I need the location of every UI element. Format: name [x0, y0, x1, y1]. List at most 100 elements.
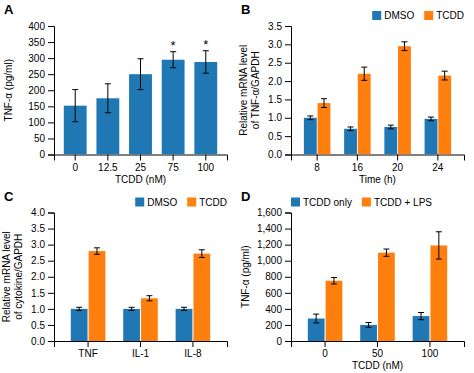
- y-tick: 1,200: [257, 239, 291, 250]
- axis-domain: [285, 27, 292, 156]
- error-bar: [307, 116, 313, 120]
- tick-label: 12.5: [98, 162, 118, 173]
- panel: 02004006008001,0001,2001,4001,600050100T…: [240, 189, 465, 372]
- tick-label: 1,600: [257, 207, 282, 218]
- y-tick: 300: [28, 53, 54, 64]
- axis-domain: [55, 155, 228, 161]
- tick-label: 100: [197, 162, 214, 173]
- legend: DMSOTCDD: [372, 10, 464, 21]
- tick-label: 0.0: [31, 336, 45, 347]
- y-axis: 02004006008001,0001,2001,4001,600: [257, 207, 292, 347]
- bar: [141, 298, 158, 341]
- tick-mark: [285, 293, 291, 294]
- error-bar: [388, 125, 394, 129]
- panel: 050100150200250300350400012.52575100**TC…: [3, 2, 228, 185]
- y-axis: 0.00.51.01.52.02.53.03.54.0: [31, 207, 54, 347]
- tick-mark: [285, 155, 291, 156]
- legend-item: TCDD: [424, 10, 464, 21]
- x-axis-title: TCDD (nM): [115, 174, 166, 185]
- tick-label: 100: [422, 348, 439, 359]
- bar: [358, 74, 371, 155]
- y-tick: 0: [39, 149, 54, 160]
- tick-label: 200: [265, 320, 282, 331]
- y-tick: 1,400: [257, 223, 291, 234]
- tick-mark: [140, 341, 141, 347]
- y-tick: 400: [265, 304, 291, 315]
- tick-mark: [317, 155, 318, 161]
- y-tick: 1.5: [31, 288, 54, 299]
- tick-label: 50: [34, 133, 46, 144]
- y-tick: 1.0: [268, 112, 291, 123]
- error-bar: [348, 127, 354, 131]
- tick-mark: [48, 309, 54, 310]
- bar: [326, 281, 343, 341]
- tick-label: 1,000: [257, 255, 282, 266]
- y-tick: 1.5: [268, 94, 291, 105]
- bar: [89, 251, 106, 341]
- error-bar: [203, 51, 209, 73]
- error-bar: [428, 117, 434, 121]
- tick-mark: [48, 341, 54, 342]
- bar: [378, 253, 395, 341]
- bar: [123, 309, 140, 341]
- bar: [162, 60, 185, 155]
- bar: [71, 309, 88, 341]
- tick-mark: [285, 99, 291, 100]
- bar: [438, 76, 451, 155]
- y-tick: 200: [265, 320, 291, 331]
- tick-label: 1,200: [257, 239, 282, 250]
- error-bar: [199, 250, 205, 258]
- error-bar: [129, 307, 135, 310]
- y-tick: 0: [276, 336, 291, 347]
- bar: [318, 103, 331, 154]
- tick-label: 1.5: [31, 288, 45, 299]
- plot-area: [308, 232, 447, 341]
- tick-label: 0.5: [31, 320, 45, 331]
- panel: 0.00.51.01.52.02.53.03.54.0TNFIL-1IL-8Re…: [1, 189, 228, 360]
- tick-label: 0: [72, 162, 78, 173]
- error-bar: [313, 314, 319, 323]
- x-tick: TNF: [78, 341, 97, 359]
- error-bar: [418, 312, 424, 319]
- axis-domain: [292, 155, 465, 161]
- legend-item: TCDD: [187, 197, 227, 208]
- tick-mark: [48, 26, 54, 27]
- x-tick: 0: [322, 341, 328, 359]
- bar: [384, 127, 397, 155]
- tick-label: 50: [372, 348, 384, 359]
- y-tick: 0.5: [268, 131, 291, 142]
- bar-series: [318, 42, 452, 155]
- tick-label: 350: [28, 37, 45, 48]
- tick-mark: [205, 155, 206, 161]
- y-axis-title: Relative mRNA levelof cytokine/GAPDH: [1, 231, 24, 322]
- error-bar: [181, 307, 187, 310]
- tick-mark: [107, 155, 108, 161]
- tick-mark: [377, 341, 378, 347]
- error-bar: [138, 59, 144, 90]
- y-tick: 0.0: [31, 336, 54, 347]
- x-axis: TNFIL-1IL-8: [55, 341, 228, 359]
- error-bar: [442, 71, 448, 80]
- axis-domain: [285, 213, 292, 342]
- error-bar: [72, 90, 78, 122]
- y-tick: 3.5: [31, 223, 54, 234]
- tick-label: IL-1: [132, 348, 150, 359]
- x-axis: 0 50 100: [292, 341, 465, 359]
- axis-domain: [48, 213, 55, 342]
- legend: DMSO TCDD: [135, 197, 227, 208]
- x-tick: 25: [135, 155, 147, 173]
- error-bar: [401, 42, 407, 51]
- x-tick: 8: [314, 155, 320, 173]
- tick-mark: [357, 155, 358, 161]
- tick-label: 0: [39, 149, 45, 160]
- tick-mark: [285, 213, 291, 214]
- bar: [194, 62, 217, 155]
- legend-item: DMSO: [135, 197, 177, 208]
- error-bar: [170, 52, 176, 68]
- tick-mark: [48, 293, 54, 294]
- annotation: *: [171, 38, 176, 53]
- x-tick: 100: [197, 155, 214, 173]
- y-tick: 3.0: [268, 39, 291, 50]
- bar: [176, 309, 193, 341]
- tick-label: 25: [135, 162, 147, 173]
